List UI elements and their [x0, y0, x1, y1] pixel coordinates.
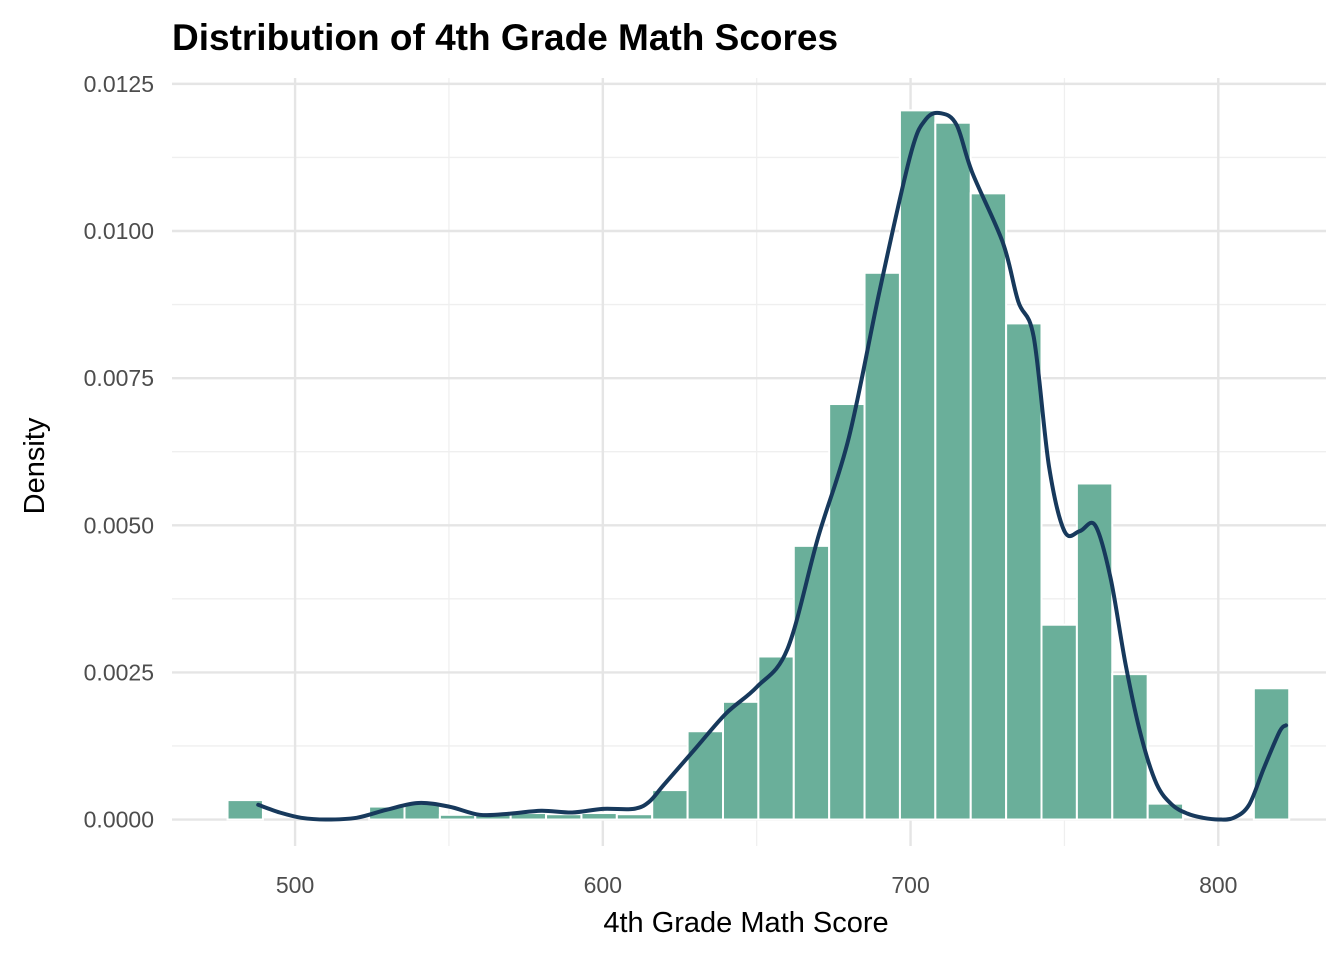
- histogram-bar: [438, 813, 477, 821]
- y-axis-title: Density: [19, 417, 51, 514]
- histogram-bar: [545, 813, 583, 821]
- histogram-bar: [580, 812, 618, 821]
- y-tick-label: 0.0125: [84, 71, 154, 97]
- chart-title: Distribution of 4th Grade Math Scores: [172, 17, 838, 58]
- histogram-bars: [226, 109, 1291, 821]
- x-axis-title: 4th Grade Math Score: [603, 907, 888, 939]
- density-curve: [256, 110, 1288, 822]
- histogram-bar: [1040, 623, 1078, 821]
- x-axis-tick-labels: 500 600 700 800: [276, 872, 1238, 898]
- histogram-bar: [226, 799, 264, 821]
- x-tick-label: 500: [276, 872, 314, 898]
- histogram-bar: [1146, 802, 1185, 821]
- x-tick-label: 800: [1199, 872, 1237, 898]
- histogram-bar: [615, 813, 654, 821]
- histogram-bar: [721, 700, 760, 821]
- y-tick-label: 0.0050: [84, 512, 154, 538]
- x-tick-label: 700: [891, 872, 929, 898]
- y-tick-label: 0.0100: [84, 218, 154, 244]
- histogram-bar: [934, 121, 972, 821]
- y-tick-label: 0.0000: [84, 807, 154, 833]
- y-axis-tick-labels: 0.0000 0.0025 0.0050 0.0075 0.0100 0.0125: [84, 71, 154, 833]
- histogram-bar: [1075, 482, 1114, 821]
- histogram-bar: [1111, 673, 1149, 821]
- histogram-bar: [898, 109, 937, 821]
- x-tick-label: 600: [584, 872, 622, 898]
- histogram-bar: [686, 730, 724, 821]
- histogram-bar: [792, 544, 831, 821]
- histogram-bar: [969, 192, 1008, 821]
- histogram-bar: [1005, 322, 1043, 821]
- histogram-bar: [863, 271, 901, 821]
- y-tick-label: 0.0075: [84, 365, 154, 391]
- y-tick-label: 0.0025: [84, 659, 154, 685]
- histogram-bar: [757, 655, 795, 821]
- histogram-bar: [828, 403, 866, 821]
